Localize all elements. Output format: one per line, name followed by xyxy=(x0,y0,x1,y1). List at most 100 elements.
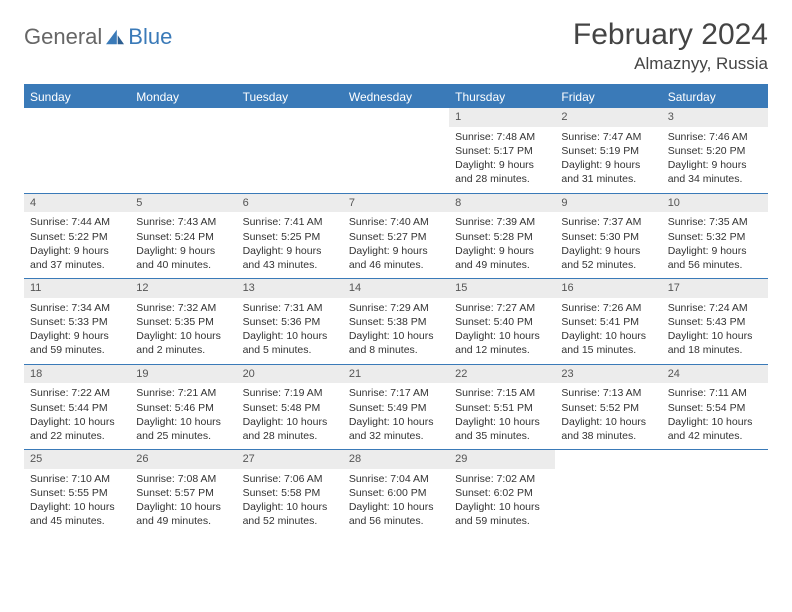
daylight1-text: Daylight: 9 hours xyxy=(561,244,655,258)
day-cell: 13Sunrise: 7:31 AMSunset: 5:36 PMDayligh… xyxy=(237,279,343,364)
daylight1-text: Daylight: 10 hours xyxy=(668,415,762,429)
sunset-text: Sunset: 5:27 PM xyxy=(349,230,443,244)
daylight1-text: Daylight: 9 hours xyxy=(349,244,443,258)
sunset-text: Sunset: 5:30 PM xyxy=(561,230,655,244)
day-body: Sunrise: 7:48 AMSunset: 5:17 PMDaylight:… xyxy=(449,127,555,193)
sunset-text: Sunset: 5:33 PM xyxy=(30,315,124,329)
daylight2-text: and 49 minutes. xyxy=(136,514,230,528)
sunrise-text: Sunrise: 7:44 AM xyxy=(30,215,124,229)
week-row: 4Sunrise: 7:44 AMSunset: 5:22 PMDaylight… xyxy=(24,193,768,279)
sunset-text: Sunset: 5:35 PM xyxy=(136,315,230,329)
day-body: Sunrise: 7:27 AMSunset: 5:40 PMDaylight:… xyxy=(449,298,555,364)
daylight2-text: and 28 minutes. xyxy=(243,429,337,443)
day-body: Sunrise: 7:46 AMSunset: 5:20 PMDaylight:… xyxy=(662,127,768,193)
day-cell xyxy=(555,450,661,535)
daylight1-text: Daylight: 10 hours xyxy=(349,500,443,514)
week-row: 25Sunrise: 7:10 AMSunset: 5:55 PMDayligh… xyxy=(24,449,768,535)
sunrise-text: Sunrise: 7:11 AM xyxy=(668,386,762,400)
day-number: 5 xyxy=(130,194,236,213)
brand-sail-icon xyxy=(104,28,126,46)
daylight1-text: Daylight: 10 hours xyxy=(349,329,443,343)
dow-wednesday: Wednesday xyxy=(343,86,449,108)
sunset-text: Sunset: 5:36 PM xyxy=(243,315,337,329)
daylight1-text: Daylight: 10 hours xyxy=(455,500,549,514)
day-body: Sunrise: 7:10 AMSunset: 5:55 PMDaylight:… xyxy=(24,469,130,535)
day-body: Sunrise: 7:04 AMSunset: 6:00 PMDaylight:… xyxy=(343,469,449,535)
day-cell: 16Sunrise: 7:26 AMSunset: 5:41 PMDayligh… xyxy=(555,279,661,364)
day-cell: 21Sunrise: 7:17 AMSunset: 5:49 PMDayligh… xyxy=(343,365,449,450)
daylight1-text: Daylight: 10 hours xyxy=(455,415,549,429)
day-number: 3 xyxy=(662,108,768,127)
day-cell: 23Sunrise: 7:13 AMSunset: 5:52 PMDayligh… xyxy=(555,365,661,450)
day-body: Sunrise: 7:21 AMSunset: 5:46 PMDaylight:… xyxy=(130,383,236,449)
daylight2-text: and 32 minutes. xyxy=(349,429,443,443)
sunset-text: Sunset: 5:44 PM xyxy=(30,401,124,415)
daylight2-text: and 35 minutes. xyxy=(455,429,549,443)
daylight1-text: Daylight: 10 hours xyxy=(349,415,443,429)
daylight2-text: and 46 minutes. xyxy=(349,258,443,272)
daylight1-text: Daylight: 10 hours xyxy=(136,329,230,343)
day-cell xyxy=(24,108,130,193)
sunset-text: Sunset: 5:19 PM xyxy=(561,144,655,158)
day-cell: 29Sunrise: 7:02 AMSunset: 6:02 PMDayligh… xyxy=(449,450,555,535)
brand-logo: General Blue xyxy=(24,18,172,50)
day-body: Sunrise: 7:26 AMSunset: 5:41 PMDaylight:… xyxy=(555,298,661,364)
day-number: 1 xyxy=(449,108,555,127)
sunset-text: Sunset: 5:25 PM xyxy=(243,230,337,244)
day-number: 8 xyxy=(449,194,555,213)
day-number: 18 xyxy=(24,365,130,384)
sunset-text: Sunset: 5:40 PM xyxy=(455,315,549,329)
day-number: 28 xyxy=(343,450,449,469)
daylight1-text: Daylight: 10 hours xyxy=(561,415,655,429)
daylight2-text: and 8 minutes. xyxy=(349,343,443,357)
week-row: 1Sunrise: 7:48 AMSunset: 5:17 PMDaylight… xyxy=(24,108,768,193)
day-body: Sunrise: 7:15 AMSunset: 5:51 PMDaylight:… xyxy=(449,383,555,449)
day-number: 19 xyxy=(130,365,236,384)
sunrise-text: Sunrise: 7:29 AM xyxy=(349,301,443,315)
title-block: February 2024 Almaznyy, Russia xyxy=(573,18,768,74)
day-body: Sunrise: 7:39 AMSunset: 5:28 PMDaylight:… xyxy=(449,212,555,278)
day-body: Sunrise: 7:44 AMSunset: 5:22 PMDaylight:… xyxy=(24,212,130,278)
sunset-text: Sunset: 5:32 PM xyxy=(668,230,762,244)
day-number: 9 xyxy=(555,194,661,213)
day-cell: 9Sunrise: 7:37 AMSunset: 5:30 PMDaylight… xyxy=(555,194,661,279)
day-number: 27 xyxy=(237,450,343,469)
day-body: Sunrise: 7:17 AMSunset: 5:49 PMDaylight:… xyxy=(343,383,449,449)
day-cell: 22Sunrise: 7:15 AMSunset: 5:51 PMDayligh… xyxy=(449,365,555,450)
day-number: 23 xyxy=(555,365,661,384)
day-number: 21 xyxy=(343,365,449,384)
daylight2-text: and 5 minutes. xyxy=(243,343,337,357)
location-label: Almaznyy, Russia xyxy=(573,54,768,74)
daylight2-text: and 59 minutes. xyxy=(30,343,124,357)
day-cell: 10Sunrise: 7:35 AMSunset: 5:32 PMDayligh… xyxy=(662,194,768,279)
daylight2-text: and 25 minutes. xyxy=(136,429,230,443)
sunset-text: Sunset: 5:46 PM xyxy=(136,401,230,415)
sunrise-text: Sunrise: 7:27 AM xyxy=(455,301,549,315)
daylight1-text: Daylight: 9 hours xyxy=(668,244,762,258)
day-body: Sunrise: 7:37 AMSunset: 5:30 PMDaylight:… xyxy=(555,212,661,278)
sunrise-text: Sunrise: 7:47 AM xyxy=(561,130,655,144)
daylight2-text: and 42 minutes. xyxy=(668,429,762,443)
daylight2-text: and 52 minutes. xyxy=(561,258,655,272)
day-cell: 28Sunrise: 7:04 AMSunset: 6:00 PMDayligh… xyxy=(343,450,449,535)
sunrise-text: Sunrise: 7:37 AM xyxy=(561,215,655,229)
day-cell: 18Sunrise: 7:22 AMSunset: 5:44 PMDayligh… xyxy=(24,365,130,450)
daylight1-text: Daylight: 10 hours xyxy=(243,500,337,514)
sunrise-text: Sunrise: 7:15 AM xyxy=(455,386,549,400)
sunrise-text: Sunrise: 7:31 AM xyxy=(243,301,337,315)
day-cell: 1Sunrise: 7:48 AMSunset: 5:17 PMDaylight… xyxy=(449,108,555,193)
daylight2-text: and 56 minutes. xyxy=(349,514,443,528)
sunrise-text: Sunrise: 7:46 AM xyxy=(668,130,762,144)
daylight1-text: Daylight: 10 hours xyxy=(136,415,230,429)
sunset-text: Sunset: 5:17 PM xyxy=(455,144,549,158)
day-number: 24 xyxy=(662,365,768,384)
daylight2-text: and 2 minutes. xyxy=(136,343,230,357)
sunrise-text: Sunrise: 7:35 AM xyxy=(668,215,762,229)
daylight1-text: Daylight: 10 hours xyxy=(561,329,655,343)
day-number: 2 xyxy=(555,108,661,127)
daylight2-text: and 43 minutes. xyxy=(243,258,337,272)
day-body: Sunrise: 7:29 AMSunset: 5:38 PMDaylight:… xyxy=(343,298,449,364)
sunrise-text: Sunrise: 7:21 AM xyxy=(136,386,230,400)
page-title: February 2024 xyxy=(573,18,768,52)
day-number: 4 xyxy=(24,194,130,213)
